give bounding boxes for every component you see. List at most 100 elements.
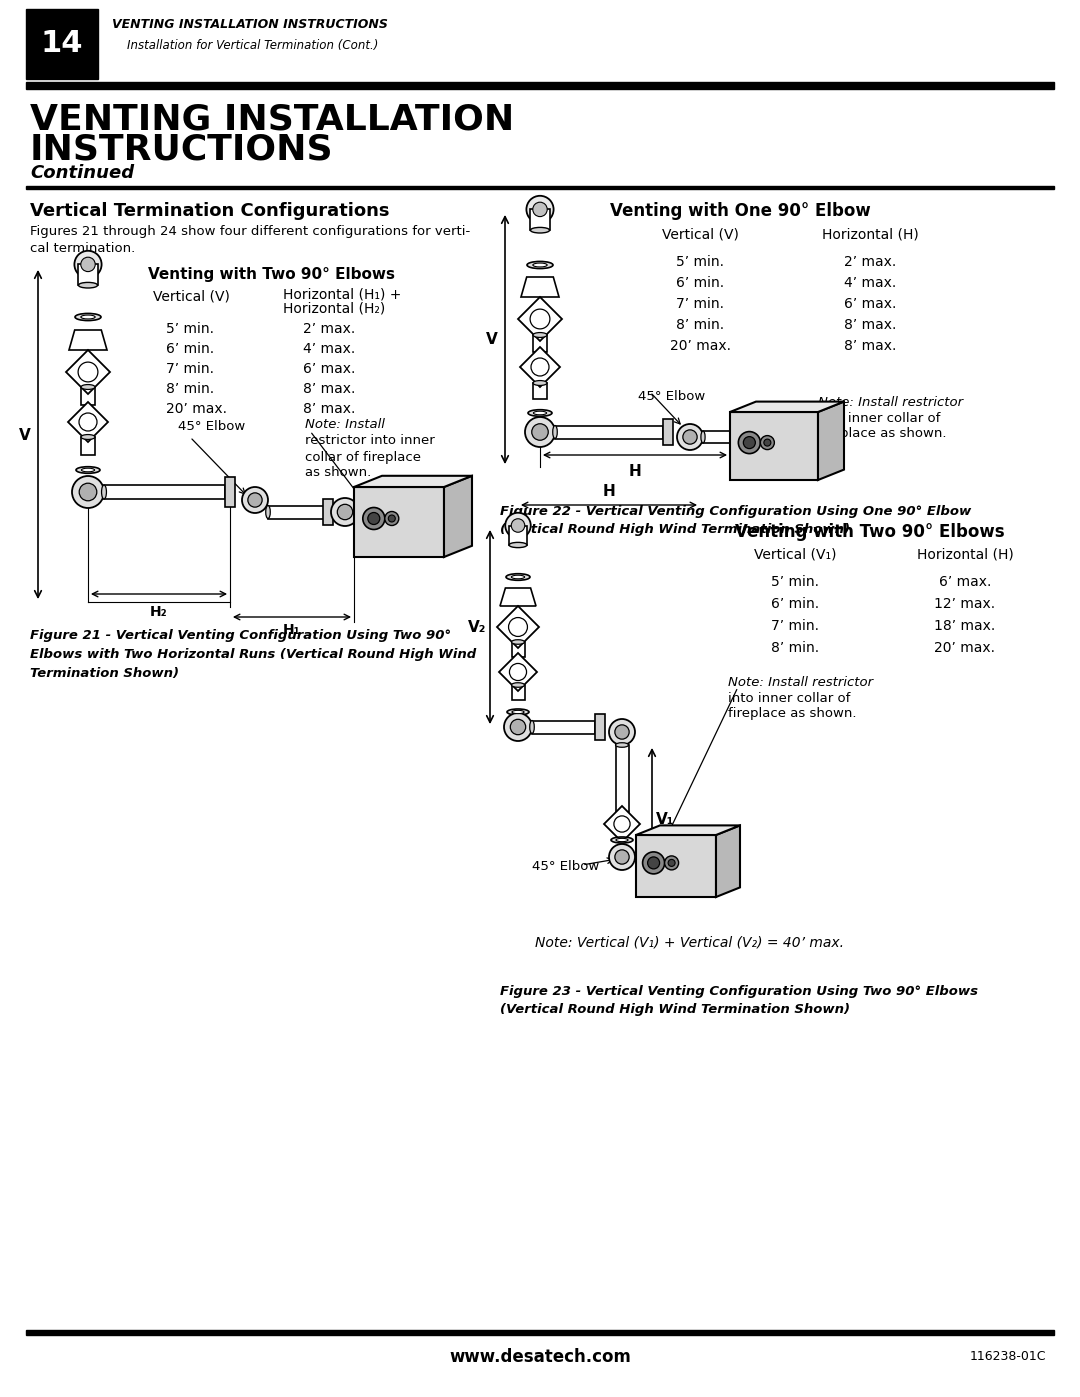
Polygon shape xyxy=(354,476,472,488)
Text: 20’ max.: 20’ max. xyxy=(670,339,730,353)
Polygon shape xyxy=(497,606,539,648)
Bar xyxy=(512,685,525,700)
Ellipse shape xyxy=(81,316,95,319)
Text: H: H xyxy=(629,464,642,479)
Circle shape xyxy=(247,493,262,507)
Ellipse shape xyxy=(509,542,527,548)
Ellipse shape xyxy=(534,411,546,415)
Polygon shape xyxy=(518,298,562,341)
Bar xyxy=(354,488,444,557)
Text: 4’ max.: 4’ max. xyxy=(843,277,896,291)
Bar xyxy=(663,419,673,446)
Bar xyxy=(530,210,550,231)
Text: 8’ max.: 8’ max. xyxy=(843,339,896,353)
Circle shape xyxy=(511,518,525,532)
Bar xyxy=(81,387,95,405)
Text: 2’ max.: 2’ max. xyxy=(843,256,896,270)
Text: 45° Elbow: 45° Elbow xyxy=(532,861,599,873)
Text: Horizontal (H₂): Horizontal (H₂) xyxy=(283,302,386,316)
Polygon shape xyxy=(716,826,740,897)
Circle shape xyxy=(330,497,359,527)
Ellipse shape xyxy=(507,574,530,580)
Polygon shape xyxy=(69,330,107,351)
Ellipse shape xyxy=(512,576,525,578)
Bar xyxy=(81,437,95,455)
Text: 20’ max.: 20’ max. xyxy=(934,641,996,655)
Circle shape xyxy=(337,504,353,520)
Text: 8’ min.: 8’ min. xyxy=(771,641,819,655)
Bar xyxy=(26,1330,1054,1336)
Ellipse shape xyxy=(102,485,107,499)
Bar xyxy=(703,432,730,443)
Polygon shape xyxy=(500,588,536,606)
Text: Note: Install restrictor: Note: Install restrictor xyxy=(728,676,873,689)
Circle shape xyxy=(615,849,630,865)
Text: H: H xyxy=(603,485,616,500)
Circle shape xyxy=(609,719,635,745)
Text: 45° Elbow: 45° Elbow xyxy=(638,391,705,404)
Circle shape xyxy=(531,423,549,440)
Bar xyxy=(616,745,629,812)
Circle shape xyxy=(526,196,554,224)
Text: 45° Elbow: 45° Elbow xyxy=(178,420,245,433)
Text: 6’ min.: 6’ min. xyxy=(166,342,214,356)
Circle shape xyxy=(648,856,660,869)
Polygon shape xyxy=(499,652,537,692)
Circle shape xyxy=(615,725,630,739)
Circle shape xyxy=(683,430,698,444)
Bar xyxy=(636,835,716,897)
Ellipse shape xyxy=(512,683,525,687)
Polygon shape xyxy=(444,476,472,557)
Ellipse shape xyxy=(512,710,524,714)
Ellipse shape xyxy=(529,721,535,733)
Circle shape xyxy=(525,416,555,447)
Ellipse shape xyxy=(553,426,557,439)
Text: Note: Install restrictor: Note: Install restrictor xyxy=(818,395,963,408)
Text: Installation for Vertical Termination (Cont.): Installation for Vertical Termination (C… xyxy=(112,39,378,52)
Circle shape xyxy=(242,488,268,513)
Circle shape xyxy=(511,719,526,735)
Circle shape xyxy=(677,425,703,450)
Text: 8’ max.: 8’ max. xyxy=(303,402,355,416)
Polygon shape xyxy=(730,401,843,412)
Polygon shape xyxy=(604,806,640,842)
Text: Venting with Two 90° Elbows: Venting with Two 90° Elbows xyxy=(148,267,395,282)
Text: 8’ min.: 8’ min. xyxy=(166,381,214,395)
Ellipse shape xyxy=(616,743,629,747)
Bar xyxy=(534,383,546,400)
Text: Figure 22 - Vertical Venting Configuration Using One 90° Elbow
(Vertical Round H: Figure 22 - Vertical Venting Configurati… xyxy=(500,504,971,536)
Ellipse shape xyxy=(81,468,95,472)
Text: 7’ min.: 7’ min. xyxy=(166,362,214,376)
Polygon shape xyxy=(66,351,110,394)
Ellipse shape xyxy=(616,838,629,841)
Text: V: V xyxy=(486,332,498,348)
Text: Note: Install: Note: Install xyxy=(305,419,384,432)
Text: Vertical Termination Configurations: Vertical Termination Configurations xyxy=(30,203,390,219)
Ellipse shape xyxy=(79,282,97,288)
Text: 6’ max.: 6’ max. xyxy=(939,576,991,590)
Text: H₂: H₂ xyxy=(150,605,167,619)
Text: 7’ min.: 7’ min. xyxy=(771,619,819,633)
Text: cal termination.: cal termination. xyxy=(30,243,135,256)
Text: Note: Vertical (V₁) + Vertical (V₂) = 40’ max.: Note: Vertical (V₁) + Vertical (V₂) = 40… xyxy=(535,935,843,949)
Bar xyxy=(555,426,663,439)
Text: into inner collar of: into inner collar of xyxy=(728,692,850,704)
Text: into inner collar of: into inner collar of xyxy=(818,412,941,425)
Text: 116238-01C: 116238-01C xyxy=(970,1351,1047,1363)
Text: V₁: V₁ xyxy=(656,812,674,827)
Bar xyxy=(26,82,1054,89)
Circle shape xyxy=(743,437,755,448)
Ellipse shape xyxy=(701,432,705,443)
Text: 14: 14 xyxy=(41,29,83,59)
Text: VENTING INSTALLATION: VENTING INSTALLATION xyxy=(30,103,514,137)
Text: 6’ max.: 6’ max. xyxy=(303,362,355,376)
Text: 6’ max.: 6’ max. xyxy=(843,298,896,312)
Bar xyxy=(532,721,595,733)
Text: 12’ max.: 12’ max. xyxy=(934,597,996,610)
Bar xyxy=(534,335,546,352)
Circle shape xyxy=(81,257,95,271)
Circle shape xyxy=(664,856,678,870)
Text: V: V xyxy=(19,427,31,443)
Text: H₁: H₁ xyxy=(283,623,301,637)
Ellipse shape xyxy=(532,263,548,267)
